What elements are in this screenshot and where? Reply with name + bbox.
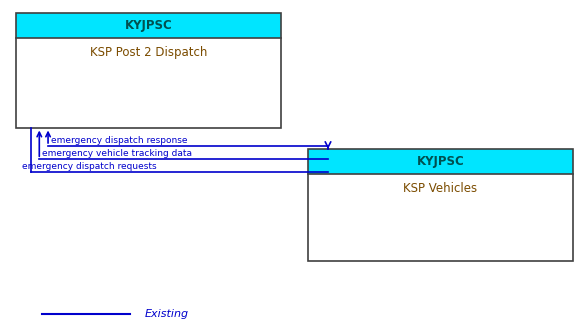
Text: emergency dispatch response: emergency dispatch response (51, 136, 188, 145)
Bar (16, 38, 281, 128)
Text: KYJPSC: KYJPSC (125, 19, 172, 32)
Bar (308, 174, 573, 261)
Text: Existing: Existing (144, 309, 189, 319)
Bar (308, 149, 573, 174)
Text: emergency dispatch requests: emergency dispatch requests (22, 162, 156, 171)
Text: KSP Post 2 Dispatch: KSP Post 2 Dispatch (90, 46, 207, 59)
Text: KSP Vehicles: KSP Vehicles (403, 183, 478, 195)
Bar (308, 149, 573, 261)
Bar (16, 13, 281, 38)
Text: KYJPSC: KYJPSC (417, 155, 464, 168)
Text: emergency vehicle tracking data: emergency vehicle tracking data (42, 149, 192, 158)
Bar (16, 13, 281, 128)
